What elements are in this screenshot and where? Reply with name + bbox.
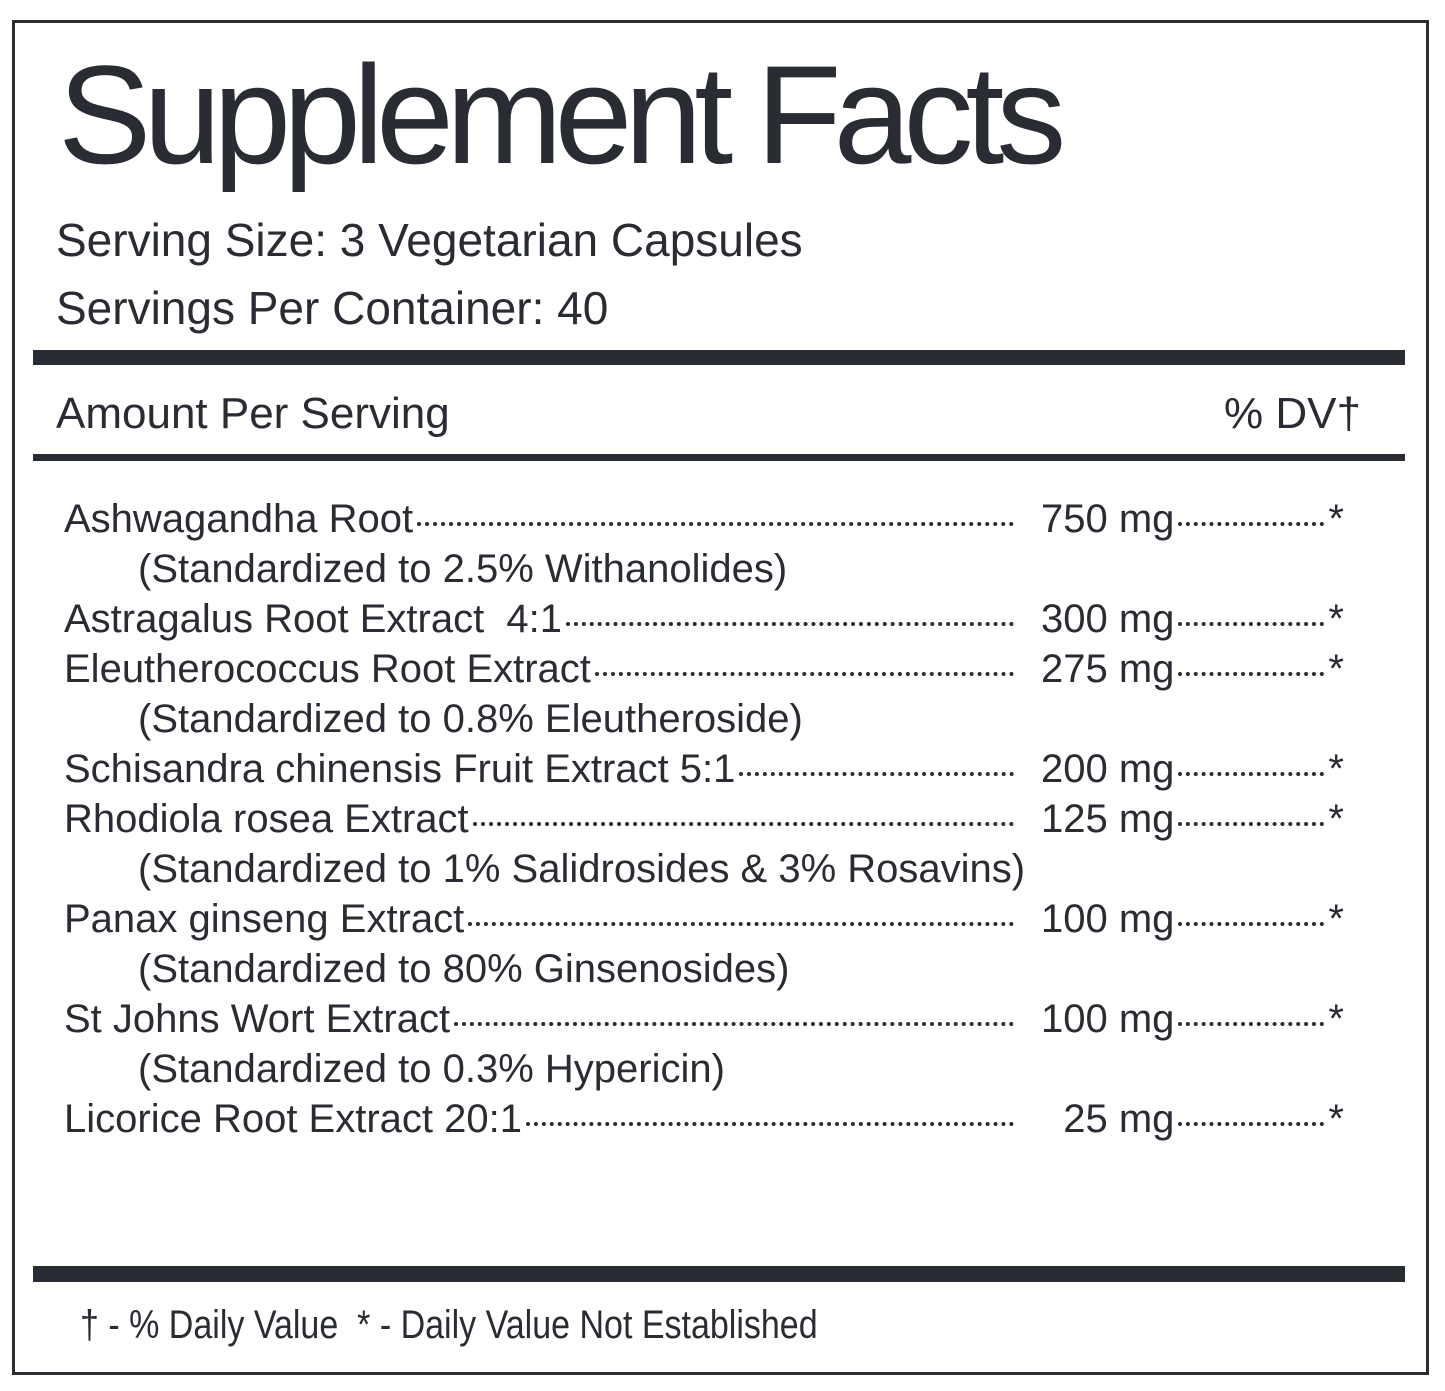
dot-leader [594, 672, 1015, 676]
ingredient-name: St Johns Wort Extract [64, 997, 451, 1041]
ingredient-dv: * [1328, 797, 1344, 841]
dv-header: % DV† [1224, 389, 1361, 438]
dot-leader [566, 622, 1015, 626]
ingredient-dv: * [1328, 1097, 1344, 1141]
ingredient-note: (Standardized to 0.3% Hypericin) [138, 1047, 725, 1091]
ingredient-name: Ashwagandha Root [64, 497, 414, 541]
ingredient-row: Rhodiola rosea Extract 125 mg * [64, 794, 1344, 844]
ingredient-amount: 275 mg [1041, 647, 1175, 691]
dot-leader [417, 522, 1015, 526]
ingredient-dv: * [1328, 647, 1344, 691]
dot-leader [1178, 772, 1325, 776]
dot-leader [1178, 1122, 1325, 1126]
ingredient-note-row: (Standardized to 1% Salidrosides & 3% Ro… [64, 844, 1344, 894]
ingredient-amount: 125 mg [1041, 797, 1175, 841]
dot-leader [526, 1122, 1015, 1126]
ingredient-dv: * [1328, 897, 1344, 941]
ingredient-amount: 200 mg [1041, 747, 1175, 791]
ingredient-row: Schisandra chinensis Fruit Extract 5:1 20… [64, 744, 1344, 794]
dot-leader [1178, 822, 1325, 826]
footnote: † - % Daily Value * - Daily Value Not Es… [80, 1303, 818, 1347]
ingredient-note-row: (Standardized to 80% Ginsenosides) [64, 944, 1344, 994]
ingredient-dv: * [1328, 497, 1344, 541]
dot-leader [739, 772, 1015, 776]
ingredient-note: (Standardized to 0.8% Eleutheroside) [138, 697, 803, 741]
divider [33, 454, 1405, 461]
divider-thick [33, 1266, 1405, 1282]
ingredient-name: Licorice Root Extract 20:1 [64, 1097, 522, 1141]
ingredient-note: (Standardized to 1% Salidrosides & 3% Ro… [138, 847, 1026, 891]
ingredient-row: Ashwagandha Root 750 mg * [64, 494, 1344, 544]
ingredient-amount: 25 mg [1063, 1097, 1175, 1141]
ingredient-list: Ashwagandha Root 750 mg * (Standardized to … [64, 494, 1344, 1144]
ingredient-row: Panax ginseng Extract 100 mg * [64, 894, 1344, 944]
ingredient-row: Astragalus Root Extract 4:1 300 mg * [64, 594, 1344, 644]
dot-leader [468, 922, 1015, 926]
amount-header: Amount Per Serving [56, 389, 450, 438]
dot-leader [1178, 922, 1325, 926]
ingredient-note: (Standardized to 2.5% Withanolides) [138, 547, 788, 591]
ingredient-note: (Standardized to 80% Ginsenosides) [138, 947, 790, 991]
ingredient-name: Panax ginseng Extract [64, 897, 465, 941]
ingredient-amount: 100 mg [1041, 897, 1175, 941]
ingredient-dv: * [1328, 747, 1344, 791]
ingredient-dv: * [1328, 997, 1344, 1041]
ingredient-note-row: (Standardized to 0.3% Hypericin) [64, 1044, 1344, 1094]
ingredient-amount: 750 mg [1041, 497, 1175, 541]
ingredient-note-row: (Standardized to 0.8% Eleutheroside) [64, 694, 1344, 744]
dot-leader [1178, 1022, 1325, 1026]
ingredient-amount: 100 mg [1041, 997, 1175, 1041]
dot-leader [472, 822, 1015, 826]
ingredient-dv: * [1328, 597, 1344, 641]
ingredient-name: Rhodiola rosea Extract [64, 797, 469, 841]
serving-size: Serving Size: 3 Vegetarian Capsules [56, 214, 803, 266]
ingredient-row: Eleutherococcus Root Extract 275 mg * [64, 644, 1344, 694]
dot-leader [1178, 622, 1325, 626]
dot-leader [1178, 522, 1325, 526]
ingredient-row: St Johns Wort Extract 100 mg * [64, 994, 1344, 1044]
ingredient-amount: 300 mg [1041, 597, 1175, 641]
ingredient-name: Astragalus Root Extract 4:1 [64, 597, 563, 641]
label-border [12, 20, 1429, 1375]
divider-thick [33, 350, 1405, 365]
ingredient-row: Licorice Root Extract 20:1 25 mg * [64, 1094, 1344, 1144]
dot-leader [454, 1022, 1015, 1026]
ingredient-note-row: (Standardized to 2.5% Withanolides) [64, 544, 1344, 594]
ingredient-name: Schisandra chinensis Fruit Extract 5:1 [64, 747, 736, 791]
dot-leader [1178, 672, 1325, 676]
ingredient-name: Eleutherococcus Root Extract [64, 647, 591, 691]
title: Supplement Facts [58, 36, 1066, 193]
servings-per-container: Servings Per Container: 40 [56, 282, 609, 334]
